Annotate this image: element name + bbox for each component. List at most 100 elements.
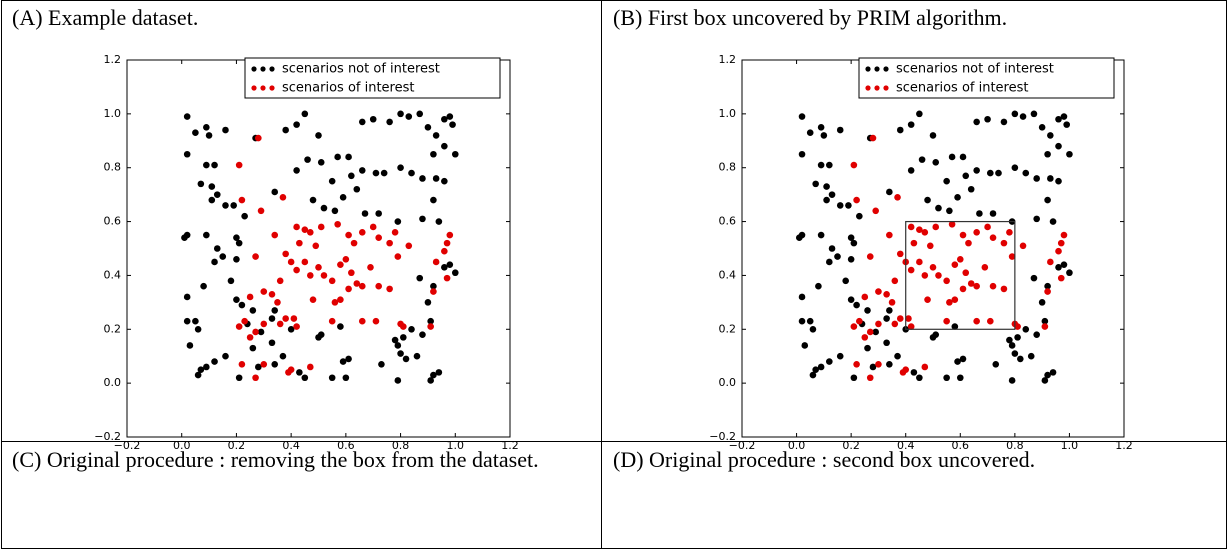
scatter-point: [1055, 142, 1062, 150]
scatter-point: [235, 323, 243, 330]
scatter-point: [397, 110, 404, 118]
scatter-point: [358, 317, 366, 325]
scatter-point: [408, 169, 415, 177]
x-tick-label: 0.8: [1006, 439, 1024, 452]
scatter-point: [328, 374, 336, 382]
scatter-point: [301, 226, 309, 233]
scatter-point: [235, 161, 243, 169]
scatter-point: [372, 317, 380, 325]
scatter-point: [435, 369, 443, 376]
scatter-point: [279, 352, 287, 360]
scatter-point: [817, 231, 825, 239]
scatter-point: [1047, 258, 1054, 266]
scatter-point: [1011, 350, 1019, 357]
scatter-point: [219, 253, 227, 260]
scatter-point: [451, 150, 459, 158]
scatter-point: [203, 363, 210, 371]
scatter-point: [845, 202, 852, 209]
scatter-point: [372, 169, 380, 177]
scatter-point: [424, 124, 432, 131]
legend-label: scenarios not of interest: [896, 62, 1054, 77]
scatter-point: [186, 342, 194, 349]
scatter-point: [1000, 118, 1008, 126]
scatter-point: [812, 180, 819, 188]
x-tick-label: 1.0: [447, 439, 465, 452]
scatter-point: [853, 301, 860, 309]
scatter-point: [339, 194, 347, 201]
x-tick-label: 0.6: [337, 439, 355, 452]
scatter-point: [397, 164, 404, 172]
scatter-point: [951, 261, 959, 268]
scatter-point: [192, 317, 199, 325]
scatter-point: [279, 194, 287, 201]
scatter-point: [815, 282, 822, 290]
scatter-point: [211, 358, 218, 365]
scatter-point: [271, 188, 279, 196]
scatter-point: [1055, 177, 1062, 185]
scatter-point: [402, 355, 410, 363]
scatter-point: [304, 156, 311, 163]
scatter-point: [875, 320, 882, 328]
scatter-point: [260, 320, 268, 328]
scatter-point: [391, 336, 399, 344]
scatter-point: [907, 266, 915, 274]
y-tick-label: 0.2: [104, 322, 122, 335]
scatter-point: [375, 210, 382, 217]
scatter-point: [394, 218, 402, 225]
scatter-point: [883, 339, 890, 347]
scatter-point: [910, 369, 918, 376]
scatter-point: [397, 320, 404, 328]
scatter-point: [886, 307, 893, 314]
scatter-point: [1049, 218, 1057, 225]
scatter-point: [260, 288, 268, 295]
scatter-point: [951, 323, 959, 330]
scatter-point: [1030, 110, 1038, 118]
scatter-point: [809, 325, 817, 333]
scatter-point: [337, 296, 344, 303]
legend-marker: [269, 66, 275, 72]
scatter-point: [339, 358, 347, 365]
scatter-point: [342, 255, 350, 263]
scatter-point: [451, 269, 459, 277]
scatter-point: [1038, 124, 1046, 131]
scatter-point: [416, 110, 424, 118]
scatter-point: [397, 350, 404, 357]
scatter-point: [853, 196, 860, 204]
scatter-point: [405, 113, 413, 120]
legend-box: [858, 57, 1115, 99]
scatter-point: [954, 358, 961, 365]
scatter-point: [315, 132, 322, 139]
panel-caption: (B) First box uncovered by PRIM algorith…: [613, 5, 1008, 30]
scatter-point: [430, 282, 437, 290]
scatter-point: [987, 317, 994, 325]
scatter-point: [320, 272, 328, 279]
scatter-point: [1027, 352, 1035, 360]
legend-marker: [874, 85, 880, 91]
scatter-point: [205, 132, 213, 139]
scatter-point: [345, 231, 352, 239]
scatter-point: [850, 323, 858, 330]
scatter-point: [875, 288, 882, 295]
scatter-point: [328, 177, 336, 185]
scatter-point: [290, 315, 298, 322]
scatter-point: [391, 229, 399, 236]
scatter-point: [282, 126, 289, 134]
scatter-point: [317, 223, 325, 231]
scatter-point: [203, 231, 210, 239]
scatter-point: [430, 371, 437, 379]
scatter-point: [1057, 274, 1065, 282]
scatter-point: [446, 113, 454, 120]
scatter-point: [441, 115, 448, 123]
scatter-point: [973, 167, 980, 174]
scatter-point: [246, 334, 254, 341]
scatter-point: [935, 272, 942, 279]
scatter-point: [973, 282, 980, 290]
scatter-point: [358, 167, 366, 174]
scatter-point: [1060, 231, 1068, 239]
scatter-point: [386, 239, 393, 247]
scatter-point: [956, 255, 964, 263]
scatter-point: [181, 234, 188, 242]
scatter-point: [965, 239, 972, 247]
scatter-point: [856, 317, 863, 325]
